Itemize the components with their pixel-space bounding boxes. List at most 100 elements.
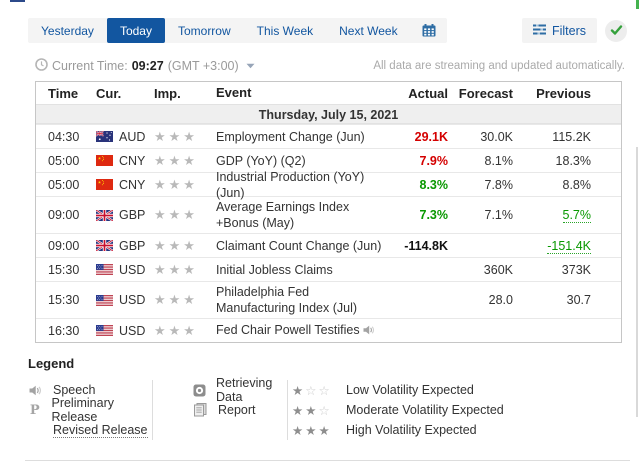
timezone-label: (GMT +3:00): [167, 59, 239, 73]
legend-item: Report: [193, 400, 287, 420]
toolbar: Yesterday Today Tomorrow This Week Next Week…: [28, 18, 627, 43]
legend-column-2: Retrieving Data Report: [152, 376, 287, 440]
currency-flag-icon: [96, 325, 113, 336]
table-row[interactable]: 09:00 GBP ★★★ Claimant Count Change (Jun…: [36, 233, 621, 257]
currency-flag-icon: [96, 240, 113, 251]
legend-item: Speech: [28, 380, 152, 400]
previous-value: -151.4K: [513, 238, 591, 254]
event-name[interactable]: Philadelphia Fed Manufacturing Index (Ju…: [216, 285, 358, 315]
currency-code: USD: [119, 262, 146, 277]
legend-item-label: Revised Release: [53, 422, 148, 438]
currency-code: GBP: [119, 208, 146, 222]
event-currency: AUD: [96, 130, 154, 144]
event-name[interactable]: GDP (YoY) (Q2): [216, 153, 306, 168]
bottom-divider: [25, 460, 630, 461]
importance-stars: ★★★: [154, 207, 198, 222]
col-header-currency: Cur.: [96, 85, 122, 101]
event-currency: CNY: [96, 178, 154, 192]
legend-item-label: Moderate Volatility Expected: [346, 403, 504, 417]
importance-stars: ★★★: [154, 128, 198, 144]
event-currency: USD: [96, 293, 154, 307]
legend-column-3: ★☆☆ Low Volatility Expected ★★☆ Moderate Vo…: [287, 380, 625, 440]
event-currency: CNY: [96, 154, 154, 168]
tab-today[interactable]: Today: [106, 18, 165, 43]
event-currency: GBP: [96, 239, 154, 253]
event-currency: USD: [96, 263, 154, 277]
table-row[interactable]: 05:00 CNY ★★★ Industrial Production (YoY…: [36, 170, 621, 200]
table-body: 04:30 AUD ★★★ Employment Change (Jun) 29…: [36, 124, 621, 342]
actual-value: -114.8K: [404, 238, 448, 253]
event-name[interactable]: Fed Chair Powell Testifies: [216, 322, 390, 339]
event-time: 05:00: [48, 153, 80, 168]
clock-icon: [35, 58, 48, 74]
top-right-edge-artifact: [636, 0, 639, 9]
economic-calendar-table: Time Cur. Imp. Event Actual Forecast Pre…: [35, 81, 622, 343]
event-name[interactable]: Initial Jobless Claims: [216, 262, 333, 277]
chevron-down-icon[interactable]: [246, 63, 255, 69]
actual-value: 8.3%: [419, 177, 449, 192]
table-row[interactable]: 15:30 USD ★★★ Philadelphia Fed Manufactu…: [36, 281, 621, 318]
col-header-forecast: Forecast: [458, 85, 513, 101]
status-bar: Current Time: 09:27 (GMT +3:00) All data…: [35, 57, 625, 75]
volatility-stars-icon: ★☆☆: [292, 383, 332, 398]
forecast-value: 28.0: [488, 293, 513, 307]
legend-item-label: Speech: [53, 383, 96, 397]
speech-icon: [28, 385, 43, 396]
scrollbar-thumb[interactable]: [636, 147, 638, 417]
revised-previous-link[interactable]: 5.7%: [562, 208, 591, 223]
table-row[interactable]: 09:00 GBP ★★★ Average Earnings Index +Bo…: [36, 196, 621, 233]
col-header-previous: Previous: [536, 85, 591, 101]
currency-flag-icon: [96, 155, 113, 166]
importance-stars: ★★★: [154, 261, 198, 277]
currency-code: CNY: [119, 177, 146, 192]
importance-stars: ★★★: [154, 152, 198, 168]
volatility-stars-icon: ★★☆: [292, 403, 332, 418]
volatility-stars-icon: ★★★: [292, 423, 332, 438]
col-header-actual: Actual: [408, 85, 448, 101]
streaming-check-icon[interactable]: [605, 19, 627, 42]
toolbar-right: Filters: [521, 18, 627, 43]
table-row[interactable]: 15:30 USD ★★★ Initial Jobless Claims 360…: [36, 257, 621, 281]
tab-yesterday[interactable]: Yesterday: [41, 23, 94, 38]
forecast-value: 8.1%: [484, 153, 514, 168]
col-header-importance: Imp.: [154, 85, 181, 101]
currency-flag-icon: [96, 209, 113, 221]
event-time: 16:30: [48, 323, 80, 338]
currency-flag-icon: [96, 131, 113, 142]
event-name[interactable]: Average Earnings Index +Bonus (May): [216, 200, 350, 230]
previous-value: 115.2K: [552, 129, 591, 144]
event-time: 15:30: [48, 293, 80, 307]
retrieving-data-icon: [193, 384, 206, 397]
legend-item: Revised Release: [28, 420, 152, 440]
legend-item: ★★★ High Volatility Expected: [292, 420, 625, 440]
event-name[interactable]: Employment Change (Jun): [216, 129, 365, 144]
legend-column-1: Speech P Preliminary Release Revised Releas…: [28, 380, 152, 440]
forecast-value: 7.8%: [484, 177, 514, 192]
previous-value: 5.7%: [513, 208, 591, 223]
actual-value: 7.3%: [419, 208, 449, 222]
currency-code: USD: [119, 293, 146, 307]
table-row[interactable]: 16:30 USD ★★★ Fed Chair Powell Testifies: [36, 318, 621, 342]
event-name[interactable]: Industrial Production (YoY) (Jun): [216, 169, 365, 200]
event-time: 09:00: [48, 238, 80, 253]
legend-item-label: Report: [218, 403, 256, 417]
currency-code: GBP: [119, 238, 146, 253]
currency-code: CNY: [119, 153, 146, 168]
calendar-icon[interactable]: [411, 18, 447, 43]
current-time-group: Current Time: 09:27 (GMT +3:00): [35, 58, 255, 74]
filter-icon: [532, 24, 546, 38]
table-row[interactable]: 04:30 AUD ★★★ Employment Change (Jun) 29…: [36, 124, 621, 148]
table-row[interactable]: 05:00 CNY ★★★ GDP (YoY) (Q2) 7.9% 8.1% 1…: [36, 148, 621, 172]
preliminary-release-icon: P: [29, 402, 40, 418]
revised-previous-link[interactable]: -151.4K: [547, 238, 591, 254]
event-name[interactable]: Claimant Count Change (Jun): [216, 238, 382, 253]
filters-button[interactable]: Filters: [521, 18, 597, 43]
legend-item: ★★☆ Moderate Volatility Expected: [292, 400, 625, 420]
actual-value: 7.9%: [419, 153, 449, 168]
date-header: Thursday, July 15, 2021: [36, 104, 621, 124]
tab-tomorrow[interactable]: Tomorrow: [177, 23, 231, 38]
tab-this-week[interactable]: This Week: [256, 23, 314, 38]
legend-item-label: Retrieving Data: [216, 376, 273, 404]
col-header-event: Event: [216, 85, 252, 100]
tab-next-week[interactable]: Next Week: [339, 23, 398, 38]
